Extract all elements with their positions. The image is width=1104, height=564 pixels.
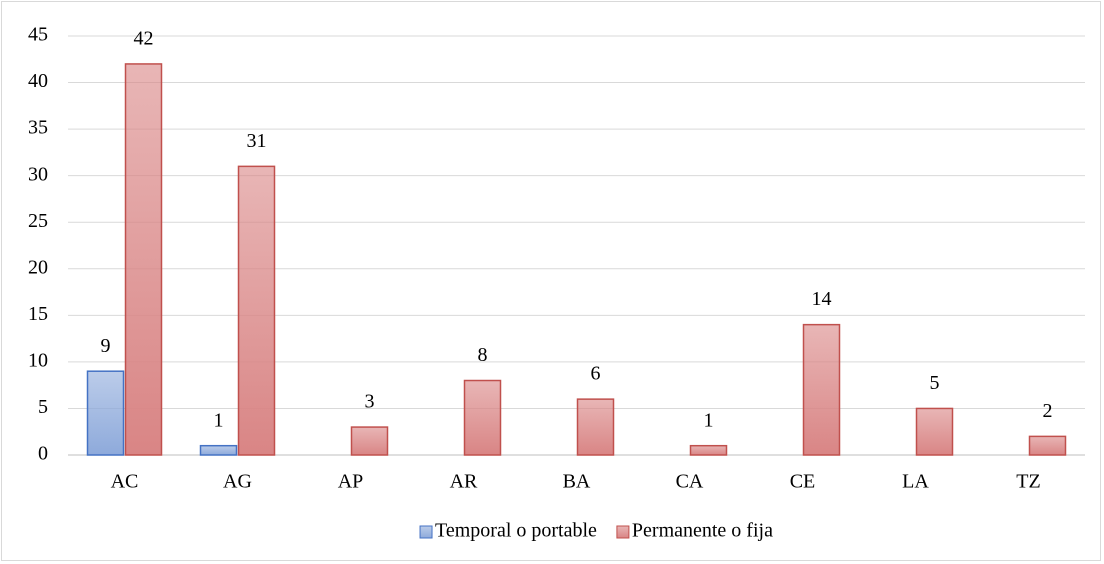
x-tick-label: AC — [111, 471, 139, 493]
bar — [124, 63, 163, 456]
x-tick-label: CE — [790, 471, 816, 493]
bar — [576, 398, 615, 456]
legend-label: Permanente o fija — [632, 520, 773, 542]
y-tick-label: 5 — [38, 396, 48, 418]
data-label: 6 — [591, 363, 601, 385]
x-tick-label: BA — [563, 471, 591, 493]
y-tick-label: 30 — [28, 163, 48, 185]
x-tick-label: AP — [338, 471, 364, 493]
bar — [915, 407, 954, 456]
bar — [86, 370, 125, 456]
bar — [689, 444, 728, 456]
x-tick-label: LA — [902, 471, 929, 493]
x-tick-label: AG — [223, 471, 252, 493]
legend-swatch — [419, 525, 433, 539]
data-label: 14 — [812, 288, 832, 310]
bar — [350, 426, 389, 456]
bar — [1028, 435, 1067, 456]
y-tick-label: 20 — [28, 256, 48, 278]
data-label: 8 — [478, 344, 488, 366]
y-tick-label: 15 — [28, 303, 48, 325]
data-label: 1 — [214, 409, 224, 431]
y-tick-label: 10 — [28, 349, 48, 371]
legend-swatch — [616, 525, 630, 539]
data-label: 42 — [134, 28, 154, 50]
bar — [802, 323, 841, 456]
data-label: 31 — [247, 130, 267, 152]
data-label: 5 — [930, 372, 940, 394]
data-label: 1 — [704, 409, 714, 431]
y-tick-label: 35 — [28, 117, 48, 139]
x-tick-label: AR — [450, 471, 478, 493]
x-tick-label: CA — [676, 471, 704, 493]
bar — [237, 165, 276, 456]
y-tick-label: 25 — [28, 210, 48, 232]
data-label: 3 — [365, 391, 375, 413]
x-tick-label: TZ — [1016, 471, 1040, 493]
y-tick-label: 0 — [38, 443, 48, 465]
bar — [463, 379, 502, 456]
data-label: 9 — [101, 335, 111, 357]
bar — [199, 444, 238, 456]
y-tick-label: 40 — [28, 70, 48, 92]
data-label: 2 — [1043, 400, 1053, 422]
y-tick-label: 45 — [28, 24, 48, 46]
legend-label: Temporal o portable — [435, 520, 597, 542]
